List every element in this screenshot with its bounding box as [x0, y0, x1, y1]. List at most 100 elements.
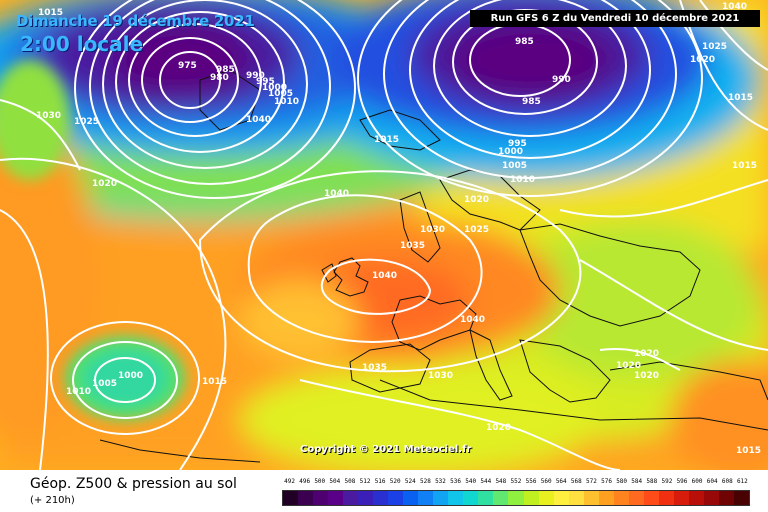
scale-label: 584 — [631, 478, 643, 485]
scale-swatch — [448, 491, 464, 505]
isobar-label: 1015 — [374, 135, 399, 145]
scale-label: 572 — [586, 478, 597, 485]
scale-swatch — [568, 491, 584, 505]
isobar-label: 1040 — [372, 271, 397, 281]
scale-label: 500 — [314, 478, 326, 485]
scale-label: 548 — [495, 478, 507, 485]
scale-swatch — [463, 491, 479, 505]
isobar-label: 1025 — [702, 42, 727, 52]
scale-swatch — [628, 491, 644, 505]
forecast-date: Dimanche 19 décembre 2021 — [16, 12, 255, 30]
scale-swatch — [433, 491, 449, 505]
scale-swatch — [658, 491, 674, 505]
scale-swatch — [643, 491, 659, 505]
isobar-label: 980 — [210, 73, 229, 83]
scale-label: 492 — [284, 478, 295, 485]
isobar-label: 1035 — [362, 363, 387, 373]
scale-swatch — [598, 491, 614, 505]
scale-label: 512 — [359, 478, 371, 485]
isobar-label: 1030 — [428, 371, 453, 381]
isobar-label: 1020 — [92, 179, 117, 189]
scale-label: 528 — [419, 478, 431, 485]
scale-label: 580 — [616, 478, 628, 485]
isobar-label: 1015 — [38, 8, 63, 18]
scale-swatch — [493, 491, 509, 505]
scale-label: 556 — [525, 478, 537, 485]
legend-panel: Géop. Z500 & pression au sol (+ 210h) 49… — [0, 470, 768, 512]
scale-label: 552 — [510, 478, 522, 485]
scale-swatch — [388, 491, 404, 505]
scale-swatch — [688, 491, 704, 505]
isobar-labels: 1015 1030 1025 1020 975 980 985 990 995 … — [36, 2, 761, 456]
scale-label: 544 — [480, 478, 492, 485]
isobar-label: 1000 — [498, 147, 523, 157]
scale-label: 524 — [404, 478, 416, 485]
isobar-label: 1015 — [728, 93, 753, 103]
forecast-time: 2:00 locale — [20, 32, 144, 56]
scale-label: 536 — [450, 478, 461, 485]
scale-swatch — [703, 491, 719, 505]
isobar-label: 985 — [515, 37, 534, 47]
scale-swatch — [358, 491, 374, 505]
isobar-label: 1010 — [66, 387, 91, 397]
scale-swatch — [673, 491, 689, 505]
color-scale-labels: 492 496 500 504 508 512 516 520 524 528 532 536 540 5… — [282, 478, 750, 488]
isobar-label: 1035 — [400, 241, 425, 251]
scale-label: 612 — [736, 478, 748, 485]
scale-label: 592 — [661, 478, 673, 485]
map-canvas: 1015 1030 1025 1020 975 980 985 990 995 … — [0, 0, 768, 470]
parameter-title: Géop. Z500 & pression au sol — [30, 476, 237, 492]
isobar-label: 1040 — [324, 189, 349, 199]
isobar-label: 1030 — [36, 111, 61, 121]
scale-swatch — [418, 491, 434, 505]
color-scale-bar — [282, 490, 750, 506]
scale-swatch — [538, 491, 554, 505]
isobar-label: 1040 — [460, 315, 485, 325]
lead-time: (+ 210h) — [30, 495, 75, 506]
scale-label: 576 — [601, 478, 612, 485]
isobar-label: 990 — [246, 71, 265, 81]
scale-swatch — [523, 491, 539, 505]
isobar-lines — [0, 0, 768, 470]
scale-label: 532 — [435, 478, 446, 485]
scale-label: 604 — [706, 478, 718, 485]
isobar-label: 1030 — [420, 225, 445, 235]
isobar-label: 1040 — [722, 2, 747, 12]
coastlines — [99, 69, 768, 463]
isobar-label: 1005 — [502, 161, 527, 171]
scale-label: 588 — [646, 478, 658, 485]
isobar-label: 1005 — [92, 379, 117, 389]
scale-swatch — [313, 491, 329, 505]
scale-label: 564 — [555, 478, 567, 485]
scale-label: 568 — [570, 478, 582, 485]
isobar-label: 1015 — [202, 377, 227, 387]
isobar-label: 1025 — [464, 225, 489, 235]
isobar-label: 1040 — [246, 115, 271, 125]
isobar-label: 1010 — [274, 97, 299, 107]
isobar-label: 995 — [256, 77, 275, 87]
scale-swatch — [298, 491, 314, 505]
isobar-label: 1010 — [510, 175, 535, 185]
isobar-label: 985 — [522, 97, 541, 107]
scale-swatch — [613, 491, 629, 505]
scale-label: 516 — [374, 478, 386, 485]
isobar-label: 1025 — [74, 117, 99, 127]
isobar-label: 990 — [552, 75, 571, 85]
isobar-label: 1000 — [118, 371, 143, 381]
scale-swatch — [718, 491, 734, 505]
scale-label: 520 — [389, 478, 401, 485]
scale-swatch — [373, 491, 389, 505]
isobar-label: 1020 — [634, 371, 659, 381]
scale-swatch — [733, 491, 749, 505]
scale-label: 496 — [299, 478, 311, 485]
scale-swatch — [328, 491, 344, 505]
isobar-label: 1020 — [464, 195, 489, 205]
isobar-label: 985 — [216, 65, 235, 75]
isobar-label: 1020 — [616, 361, 641, 371]
scale-swatch — [553, 491, 569, 505]
isobar-label: 1005 — [268, 89, 293, 99]
scale-label: 596 — [676, 478, 688, 485]
isobar-label: 1020 — [690, 55, 715, 65]
scale-swatch — [283, 491, 299, 505]
isobar-label: 1020 — [486, 423, 511, 433]
